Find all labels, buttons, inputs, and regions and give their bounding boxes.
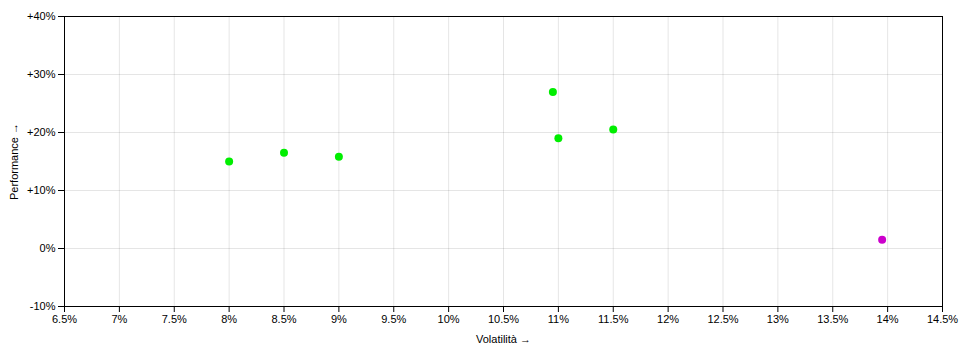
svg-text:10%: 10% [438,313,460,325]
svg-text:13%: 13% [767,313,789,325]
svg-text:7%: 7% [111,313,127,325]
svg-text:+20%: +20% [27,126,56,138]
svg-text:9.5%: 9.5% [381,313,406,325]
svg-text:12.5%: 12.5% [707,313,738,325]
svg-text:11.5%: 11.5% [598,313,629,325]
svg-text:14%: 14% [877,313,899,325]
svg-text:0%: 0% [40,242,56,254]
svg-text:12%: 12% [657,313,679,325]
svg-text:+10%: +10% [27,184,56,196]
svg-text:Performance →: Performance → [8,123,20,200]
svg-text:10.5%: 10.5% [488,313,519,325]
svg-text:-10%: -10% [30,300,56,312]
svg-text:11%: 11% [548,313,569,325]
svg-text:6.5%: 6.5% [52,313,77,325]
svg-text:Volatilità →: Volatilità → [476,333,531,345]
svg-text:+30%: +30% [27,68,56,80]
svg-text:8.5%: 8.5% [271,313,296,325]
svg-text:14.5%: 14.5% [927,313,958,325]
svg-text:13.5%: 13.5% [817,313,848,325]
svg-text:7.5%: 7.5% [162,313,187,325]
svg-text:+40%: +40% [27,10,56,22]
svg-text:9%: 9% [331,313,347,325]
svg-text:8%: 8% [221,313,237,325]
